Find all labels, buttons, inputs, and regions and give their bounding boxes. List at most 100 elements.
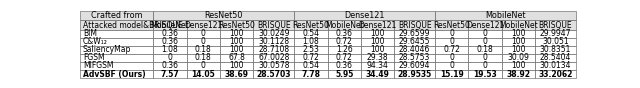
Bar <box>294 20 328 30</box>
Text: 100: 100 <box>511 45 525 54</box>
Text: 30.051: 30.051 <box>542 37 569 46</box>
Text: 38.69: 38.69 <box>225 70 249 79</box>
Text: 0: 0 <box>201 61 206 70</box>
Text: 7.78: 7.78 <box>301 70 321 79</box>
Text: 1.26: 1.26 <box>336 45 353 54</box>
Text: 30.8351: 30.8351 <box>540 45 571 54</box>
Bar <box>154 62 187 70</box>
Bar <box>468 70 502 78</box>
Text: MIFGSM: MIFGSM <box>83 61 113 70</box>
Bar <box>253 70 294 78</box>
Bar <box>294 54 328 62</box>
Text: Dense121: Dense121 <box>344 11 385 20</box>
Bar <box>187 62 220 70</box>
Bar <box>394 70 435 78</box>
Text: 15.19: 15.19 <box>440 70 463 79</box>
Text: MobileNet: MobileNet <box>499 21 538 30</box>
Bar <box>468 38 502 46</box>
Bar <box>394 20 435 30</box>
Bar <box>535 54 576 62</box>
Bar <box>468 20 502 30</box>
Bar <box>361 38 394 46</box>
Bar <box>502 54 535 62</box>
Text: 0: 0 <box>483 53 488 62</box>
Text: 0: 0 <box>483 37 488 46</box>
Bar <box>154 70 187 78</box>
Bar <box>294 38 328 46</box>
Text: 30.09: 30.09 <box>508 53 529 62</box>
Bar <box>187 46 220 54</box>
Text: Dense121: Dense121 <box>358 21 397 30</box>
Bar <box>468 46 502 54</box>
Bar <box>80 30 154 38</box>
Bar <box>394 54 435 62</box>
Bar <box>187 30 220 38</box>
Text: 28.9535: 28.9535 <box>397 70 432 79</box>
Bar <box>328 70 361 78</box>
Text: ResNet50: ResNet50 <box>292 21 330 30</box>
Bar <box>187 70 220 78</box>
Text: 0.36: 0.36 <box>161 29 179 38</box>
Bar <box>294 46 328 54</box>
Text: 100: 100 <box>511 37 525 46</box>
Bar <box>361 46 394 54</box>
Bar <box>328 62 361 70</box>
Text: 29.9947: 29.9947 <box>540 29 572 38</box>
Bar <box>187 54 220 62</box>
Bar <box>294 11 435 20</box>
Text: 29.6094: 29.6094 <box>399 61 431 70</box>
Bar <box>80 38 154 46</box>
Text: 100: 100 <box>229 29 244 38</box>
Text: 28.5404: 28.5404 <box>540 53 571 62</box>
Bar <box>80 62 154 70</box>
Bar <box>154 20 187 30</box>
Text: 100: 100 <box>371 45 385 54</box>
Bar <box>220 20 253 30</box>
Bar <box>328 20 361 30</box>
Bar <box>361 54 394 62</box>
Text: 100: 100 <box>511 61 525 70</box>
Bar <box>80 46 154 54</box>
Text: FGSM: FGSM <box>83 53 104 62</box>
Text: 33.2062: 33.2062 <box>538 70 573 79</box>
Bar <box>502 38 535 46</box>
Text: 0.54: 0.54 <box>303 29 319 38</box>
Bar <box>435 38 468 46</box>
Bar <box>535 46 576 54</box>
Bar <box>435 46 468 54</box>
Bar <box>294 70 328 78</box>
Bar <box>435 30 468 38</box>
Bar <box>220 46 253 54</box>
Text: 0.18: 0.18 <box>195 53 212 62</box>
Bar <box>154 46 187 54</box>
Bar <box>535 38 576 46</box>
Text: 38.92: 38.92 <box>506 70 531 79</box>
Text: 0.72: 0.72 <box>303 53 319 62</box>
Text: 100: 100 <box>371 37 385 46</box>
Bar <box>253 54 294 62</box>
Bar <box>80 70 154 78</box>
Text: ResNet50: ResNet50 <box>205 11 243 20</box>
Text: 0: 0 <box>201 29 206 38</box>
Bar <box>220 38 253 46</box>
Text: Dense121: Dense121 <box>466 21 504 30</box>
Bar <box>502 30 535 38</box>
Bar <box>394 30 435 38</box>
Text: MobileNet: MobileNet <box>325 21 364 30</box>
Text: 28.5753: 28.5753 <box>399 53 430 62</box>
Text: 0: 0 <box>449 53 454 62</box>
Text: 0.54: 0.54 <box>303 61 319 70</box>
Bar <box>435 70 468 78</box>
Bar <box>502 70 535 78</box>
Bar <box>154 11 294 20</box>
Bar <box>294 30 328 38</box>
Bar <box>253 46 294 54</box>
Text: 28.4046: 28.4046 <box>399 45 430 54</box>
Bar <box>535 62 576 70</box>
Text: 67.8: 67.8 <box>228 53 245 62</box>
Bar <box>294 62 328 70</box>
Text: MobileNet: MobileNet <box>485 11 526 20</box>
Text: 0.72: 0.72 <box>336 53 353 62</box>
Text: 94.34: 94.34 <box>367 61 388 70</box>
Bar <box>253 62 294 70</box>
